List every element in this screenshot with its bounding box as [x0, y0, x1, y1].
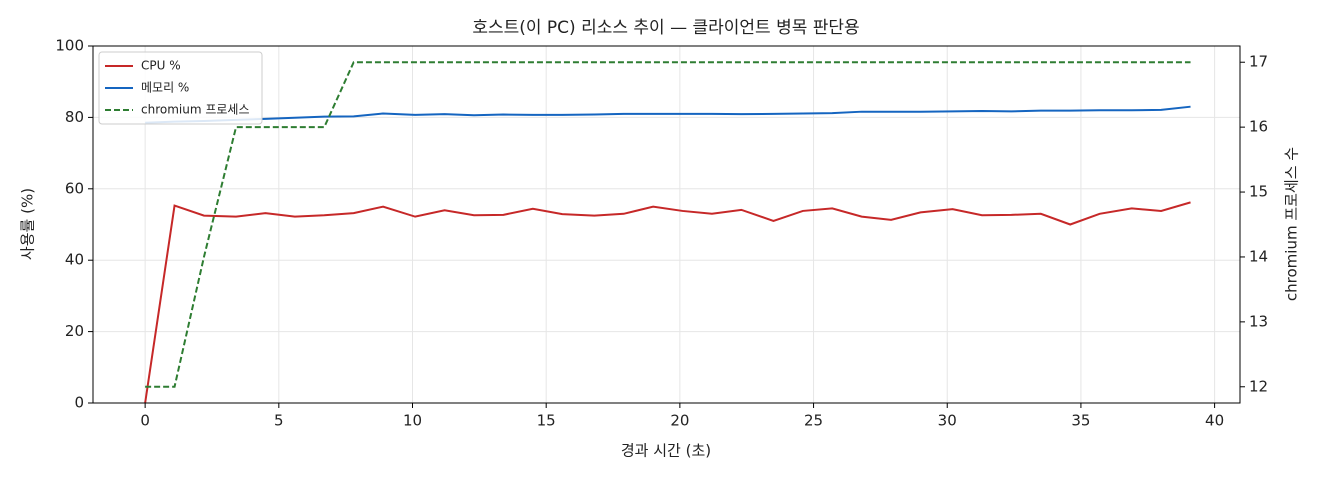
x-tick-label: 35: [1071, 412, 1090, 430]
legend-box: [98, 51, 263, 125]
legend: CPU % 메모리 % chromium 프로세스: [98, 51, 263, 125]
series-line: [144, 201, 1191, 404]
y-tick-label: 60: [65, 179, 84, 197]
x-tick-label: 5: [274, 412, 284, 430]
y2-axis-label: chromium 프로세스 수: [1283, 147, 1301, 301]
legend-label: 메모리 %: [141, 81, 189, 95]
y2-tick-label: 14: [1249, 247, 1268, 265]
x-tick-label: 30: [938, 412, 957, 430]
x-tick-label: 15: [537, 412, 556, 430]
x-axis-label: 경과 시간 (초): [621, 442, 711, 460]
y2-tick-label: 15: [1249, 183, 1268, 201]
x-tick-label: 25: [804, 412, 823, 430]
x-tick-label: 40: [1205, 412, 1224, 430]
plot-frame: [92, 45, 1241, 404]
chart-title: 호스트(이 PC) 리소스 추이 — 클라이언트 병목 판단용: [472, 18, 859, 38]
y2-tick-label: 13: [1249, 312, 1268, 330]
y-tick-label: 100: [55, 37, 84, 55]
y-axis-label: 사용률 (%): [19, 188, 37, 260]
y-tick-label: 20: [65, 322, 84, 340]
x-tick-label: 10: [403, 412, 422, 430]
y2-tick-label: 16: [1249, 118, 1268, 136]
series-line: [145, 61, 1191, 388]
legend-label: CPU %: [141, 59, 181, 73]
x-tick-label: 0: [140, 412, 150, 430]
y2-tick-label: 12: [1249, 377, 1268, 395]
x-tick-label: 20: [670, 412, 689, 430]
y-tick-label: 0: [74, 394, 84, 412]
legend-label: chromium 프로세스: [141, 103, 250, 117]
y-tick-label: 40: [65, 251, 84, 269]
y2-tick-label: 17: [1249, 53, 1268, 71]
series-line: [145, 105, 1191, 124]
y-tick-label: 80: [65, 108, 84, 126]
